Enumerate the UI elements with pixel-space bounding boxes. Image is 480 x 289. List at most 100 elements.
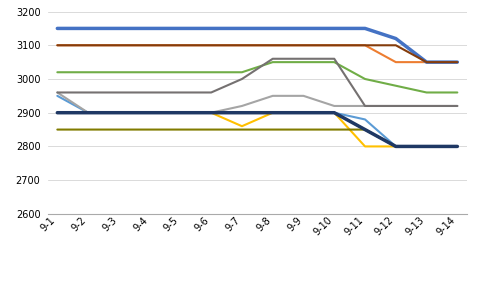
江西理文	[146, 111, 152, 114]
江西理文	[116, 111, 121, 114]
太仓玖龙	[269, 27, 275, 30]
东菞玖龙	[239, 44, 244, 47]
天津玖龙	[361, 44, 367, 47]
江西理文	[239, 111, 244, 114]
重庆玖龙	[54, 128, 60, 131]
江西理文	[423, 145, 429, 148]
马鞍山山鹰（电器厂纸/A）	[177, 111, 183, 114]
漳州山鹰	[146, 91, 152, 94]
漳州山鹰	[208, 91, 214, 94]
浙江山鹰	[331, 60, 336, 64]
天津玖龙	[239, 44, 244, 47]
潍坊世纪阳光	[116, 111, 121, 114]
潍坊世纪阳光	[423, 145, 429, 148]
重庆玖龙	[361, 128, 367, 131]
沈阳玖龙	[454, 145, 459, 148]
太仓玖龙	[116, 27, 121, 30]
Line: 马鞍山山鹰（电器厂纸/A）: 马鞍山山鹰（电器厂纸/A）	[57, 113, 456, 147]
河北玖龙	[361, 104, 367, 108]
潍坊世纪阳光	[208, 111, 214, 114]
河北玖龙	[269, 94, 275, 98]
Line: 江西理文: 江西理文	[57, 113, 456, 147]
天津玖龙	[54, 44, 60, 47]
Line: 潍坊世纪阳光: 潍坊世纪阳光	[57, 113, 456, 147]
天津玖龙	[116, 44, 121, 47]
太仓玖龙	[454, 60, 459, 64]
江西理文	[331, 111, 336, 114]
重庆玖龙	[300, 128, 306, 131]
漳州山鹰	[331, 57, 336, 60]
潍坊世纪阳光	[239, 125, 244, 128]
漳州山鹰	[54, 91, 60, 94]
沈阳玖龙	[208, 111, 214, 114]
东菞玖龙	[85, 44, 91, 47]
东菞玖龙	[146, 44, 152, 47]
浙江山鹰	[392, 84, 398, 88]
重庆玖龙	[116, 128, 121, 131]
沈阳玖龙	[177, 111, 183, 114]
重庆玖龙	[269, 128, 275, 131]
漳州山鹰	[300, 57, 306, 60]
重庆玖龙	[239, 128, 244, 131]
Line: 太仓玖龙: 太仓玖龙	[57, 28, 456, 62]
潍坊世纪阳光	[361, 145, 367, 148]
浙江山鹰	[269, 60, 275, 64]
重庆玖龙	[208, 128, 214, 131]
太仓玖龙	[239, 27, 244, 30]
河北玖龙	[54, 91, 60, 94]
天津玖龙	[300, 44, 306, 47]
天津玖龙	[85, 44, 91, 47]
潍坊世纪阳光	[331, 111, 336, 114]
浙江山鹰	[54, 71, 60, 74]
Line: 浙江山鹰: 浙江山鹰	[57, 62, 456, 92]
Line: 漳州山鹰: 漳州山鹰	[57, 59, 456, 106]
沈阳玖龙	[269, 111, 275, 114]
浙江山鹰	[454, 91, 459, 94]
重庆玖龙	[85, 128, 91, 131]
东菞玖龙	[177, 44, 183, 47]
江西理文	[177, 111, 183, 114]
马鞍山山鹰（电器厂纸/A）	[54, 111, 60, 114]
太仓玖龙	[361, 27, 367, 30]
马鞍山山鹰（电器厂纸/A）	[239, 111, 244, 114]
漳州山鹰	[177, 91, 183, 94]
Line: 重庆玖龙: 重庆玖龙	[57, 129, 456, 147]
漳州山鹰	[361, 104, 367, 108]
重庆玖龙	[146, 128, 152, 131]
马鞍山山鹰（电器厂纸/A）	[85, 111, 91, 114]
潍坊世纪阳光	[392, 145, 398, 148]
浙江山鹰	[177, 71, 183, 74]
太仓玖龙	[423, 60, 429, 64]
潍坊世纪阳光	[177, 111, 183, 114]
浙江山鹰	[85, 71, 91, 74]
太仓玖龙	[208, 27, 214, 30]
东菞玖龙	[331, 44, 336, 47]
沈阳玖龙	[239, 111, 244, 114]
潍坊世纪阳光	[300, 111, 306, 114]
东菞玖龙	[269, 44, 275, 47]
太仓玖龙	[300, 27, 306, 30]
漳州山鹰	[454, 104, 459, 108]
潍坊世纪阳光	[269, 111, 275, 114]
沈阳玖龙	[300, 111, 306, 114]
江西理文	[300, 111, 306, 114]
漳州山鹰	[85, 91, 91, 94]
东菞玖龙	[208, 44, 214, 47]
东菞玖龙	[300, 44, 306, 47]
东菞玖龙	[392, 44, 398, 47]
太仓玖龙	[177, 27, 183, 30]
东菞玖龙	[54, 44, 60, 47]
马鞍山山鹰（电器厂纸/A）	[300, 111, 306, 114]
东菞玖龙	[454, 60, 459, 64]
河北玖龙	[423, 104, 429, 108]
河北玖龙	[208, 111, 214, 114]
Line: 河北玖龙: 河北玖龙	[57, 92, 456, 113]
江西理文	[454, 145, 459, 148]
太仓玖龙	[85, 27, 91, 30]
东菞玖龙	[116, 44, 121, 47]
重庆玖龙	[392, 145, 398, 148]
太仓玖龙	[146, 27, 152, 30]
天津玖龙	[423, 60, 429, 64]
天津玖龙	[208, 44, 214, 47]
天津玖龙	[331, 44, 336, 47]
